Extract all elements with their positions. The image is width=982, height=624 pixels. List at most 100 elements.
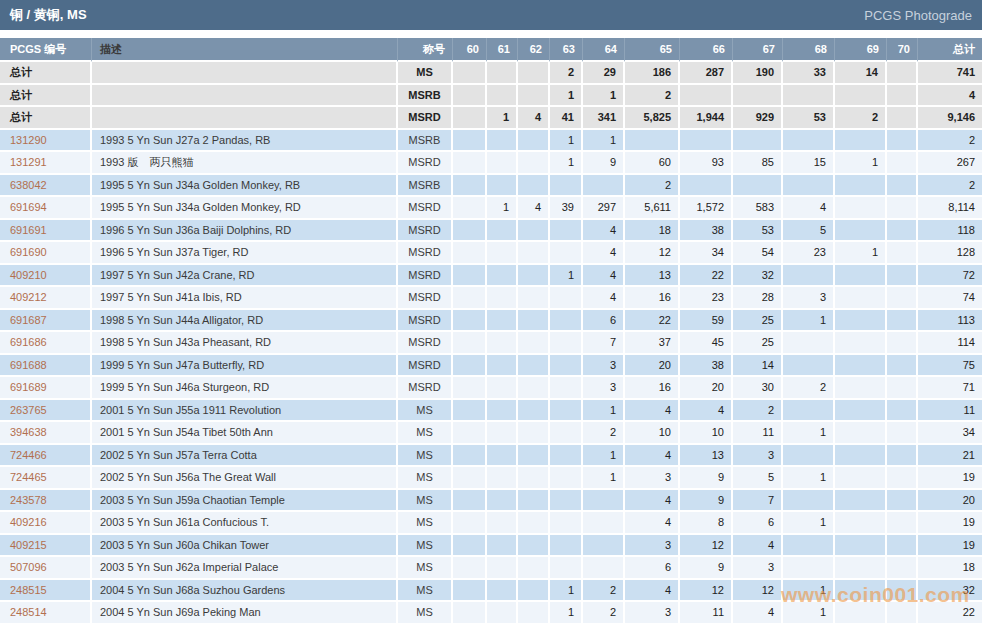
grade-62-cell	[518, 535, 550, 558]
table-row: 4092101997 5 Yn Sun J42a Crane, RDMSRD14…	[0, 265, 982, 288]
grade-62-cell	[518, 242, 550, 265]
grade-63-cell	[550, 445, 583, 468]
grade-62-cell	[518, 445, 550, 468]
pcgs-number-link[interactable]: 409212	[0, 287, 92, 310]
grade-69-cell	[835, 265, 887, 288]
grade-61-cell	[487, 580, 518, 603]
table-row: 2485142004 5 Yn Sun J69a Peking ManMS123…	[0, 602, 982, 624]
grade-69-cell	[835, 602, 887, 624]
grade-64-cell: 4	[583, 242, 625, 265]
pcgs-number-link[interactable]: 131290	[0, 130, 92, 153]
grade-69-cell	[835, 490, 887, 513]
total-cell: 128	[918, 242, 982, 265]
grade-68-cell	[783, 85, 835, 108]
pcgs-number-link[interactable]: 409210	[0, 265, 92, 288]
designation-cell: MSRD	[398, 197, 453, 220]
pcgs-number-link[interactable]: 638042	[0, 175, 92, 198]
pcgs-number-link[interactable]: 691690	[0, 242, 92, 265]
grade-63-cell	[550, 175, 583, 198]
grade-61-cell	[487, 490, 518, 513]
grade-66-cell: 12	[680, 535, 733, 558]
total-cell: 32	[918, 580, 982, 603]
grade-64-cell: 3	[583, 377, 625, 400]
pcgs-number-link[interactable]: 243578	[0, 490, 92, 513]
pcgs-number-link[interactable]: 691689	[0, 377, 92, 400]
column-header-pcgs-number: PCGS 编号	[0, 38, 92, 62]
header-spacer	[0, 30, 982, 38]
coin-description: 1993 5 Yn Sun J27a 2 Pandas, RB	[92, 130, 398, 153]
grade-70-cell	[887, 445, 918, 468]
coin-description: 1996 5 Yn Sun J37a Tiger, RD	[92, 242, 398, 265]
table-row: 1312901993 5 Yn Sun J27a 2 Pandas, RBMSR…	[0, 130, 982, 153]
designation-cell: MSRB	[398, 85, 453, 108]
grade-63-cell: 1	[550, 152, 583, 175]
column-header-description: 描述	[92, 38, 398, 62]
grade-70-cell	[887, 377, 918, 400]
grade-66-cell: 45	[680, 332, 733, 355]
grade-66-cell: 287	[680, 62, 733, 85]
pcgs-number-link[interactable]: 691691	[0, 220, 92, 243]
grade-70-cell	[887, 175, 918, 198]
grade-60-cell	[453, 220, 487, 243]
total-cell: 118	[918, 220, 982, 243]
grade-63-cell	[550, 310, 583, 333]
grade-66-cell: 34	[680, 242, 733, 265]
grade-70-cell	[887, 265, 918, 288]
grade-63-cell	[550, 467, 583, 490]
grade-64-cell: 3	[583, 355, 625, 378]
pcgs-number-link[interactable]: 394638	[0, 422, 92, 445]
grade-69-cell	[835, 512, 887, 535]
pcgs-number-link[interactable]: 691686	[0, 332, 92, 355]
pcgs-number-link[interactable]: 691687	[0, 310, 92, 333]
coin-description: 1997 5 Yn Sun J42a Crane, RD	[92, 265, 398, 288]
grade-68-cell: 1	[783, 422, 835, 445]
grade-68-cell: 2	[783, 377, 835, 400]
grade-67-cell: 25	[733, 332, 783, 355]
grade-70-cell	[887, 557, 918, 580]
pcgs-number-link[interactable]: 131291	[0, 152, 92, 175]
grade-66-cell: 9	[680, 557, 733, 580]
grade-65-cell: 13	[625, 265, 680, 288]
coin-description: 1999 5 Yn Sun J46a Sturgeon, RD	[92, 377, 398, 400]
grade-60-cell	[453, 490, 487, 513]
grade-70-cell	[887, 242, 918, 265]
grade-62-cell	[518, 130, 550, 153]
grade-69-cell	[835, 85, 887, 108]
grade-65-cell: 6	[625, 557, 680, 580]
column-header-grade-63: 63	[550, 38, 583, 62]
pcgs-number-link[interactable]: 691688	[0, 355, 92, 378]
grade-61-cell	[487, 602, 518, 624]
designation-cell: MSRB	[398, 130, 453, 153]
grade-66-cell: 38	[680, 355, 733, 378]
pcgs-number-link[interactable]: 724465	[0, 467, 92, 490]
column-header-grade-68: 68	[783, 38, 835, 62]
grade-66-cell: 20	[680, 377, 733, 400]
pcgs-number-link[interactable]: 248514	[0, 602, 92, 624]
grade-61-cell	[487, 355, 518, 378]
coin-description: 1998 5 Yn Sun J43a Pheasant, RD	[92, 332, 398, 355]
pcgs-number-link[interactable]: 248515	[0, 580, 92, 603]
grade-61-cell	[487, 265, 518, 288]
grade-68-cell: 15	[783, 152, 835, 175]
grade-69-cell	[835, 175, 887, 198]
pcgs-number-link[interactable]: 691694	[0, 197, 92, 220]
grade-65-cell: 4	[625, 400, 680, 423]
grade-68-cell: 33	[783, 62, 835, 85]
grade-62-cell	[518, 377, 550, 400]
coin-description: 2004 5 Yn Sun J68a Suzhou Gardens	[92, 580, 398, 603]
pcgs-number-link[interactable]: 409215	[0, 535, 92, 558]
pcgs-number-link[interactable]: 724466	[0, 445, 92, 468]
grade-66-cell: 13	[680, 445, 733, 468]
grade-61-cell	[487, 242, 518, 265]
grade-65-cell: 2	[625, 85, 680, 108]
pcgs-number-link[interactable]: 263765	[0, 400, 92, 423]
grade-64-cell: 4	[583, 220, 625, 243]
grade-63-cell	[550, 535, 583, 558]
summary-label: 总计	[0, 62, 92, 85]
summary-label: 总计	[0, 85, 92, 108]
pcgs-number-link[interactable]: 507096	[0, 557, 92, 580]
summary-row: 总计MS2291862871903314741	[0, 62, 982, 85]
grade-64-cell: 29	[583, 62, 625, 85]
pcgs-number-link[interactable]: 409216	[0, 512, 92, 535]
table-header-row: PCGS 编号描述称号6061626364656667686970总计	[0, 38, 982, 62]
